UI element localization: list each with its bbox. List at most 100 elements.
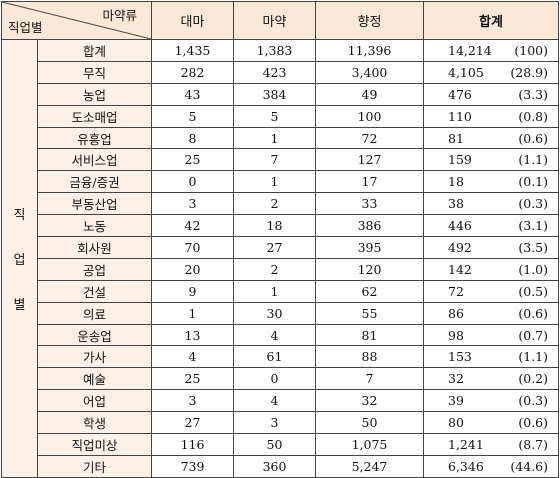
total-cell-content: 110 (0.8) — [424, 109, 558, 124]
total-percent: (1.1) — [518, 349, 548, 365]
total-cell-content: 86 (0.6) — [424, 306, 558, 321]
cell-total: 142 (1.0) — [423, 257, 559, 281]
table-row: 직 업 별 합계 1,435 1,383 11,396 14,214 (100) — [1, 39, 559, 478]
total-cell-content: 39 (0.3) — [424, 393, 558, 408]
cell-narcotics: 7 — [233, 148, 316, 172]
table-row: 학생 27 3 50 80 (0.6) — [2, 411, 559, 435]
table-row: 의료 1 30 55 86 (0.6) — [2, 301, 559, 325]
cell-total: 81 (0.6) — [423, 126, 559, 150]
row-label: 기타 — [37, 454, 152, 478]
cell-total: 446 (3.1) — [423, 214, 559, 238]
table-row: 직업미상 116 50 1,075 1,241 (8.7) — [2, 433, 559, 456]
cell-total: 98 (0.7) — [423, 323, 559, 347]
total-percent: (0.7) — [518, 327, 548, 343]
total-percent: (44.6) — [510, 458, 548, 474]
cell-total: 39 (0.3) — [423, 389, 559, 413]
cell-narcotics: 27 — [233, 236, 316, 259]
row-label: 합계 — [37, 39, 152, 62]
total-cell-content: 38 (0.3) — [424, 196, 558, 211]
cell-narcotics: 384 — [233, 82, 316, 106]
total-count: 4,105 — [448, 64, 484, 80]
row-label: 서비스업 — [37, 148, 152, 172]
total-percent: (0.3) — [518, 393, 548, 409]
total-percent: (1.0) — [518, 261, 548, 277]
cell-total: 1,241 (8.7) — [423, 433, 559, 456]
cell-narcotics: 2 — [233, 257, 316, 281]
cell-cannabis: 3 — [151, 389, 234, 413]
total-percent: (0.6) — [518, 130, 548, 146]
col-header-psychotropic: 향정 — [315, 1, 424, 40]
cell-narcotics: 2 — [233, 192, 316, 216]
total-cell-content: 98 (0.7) — [424, 328, 558, 343]
cell-psychotropic: 100 — [315, 104, 424, 128]
total-percent: (28.9) — [510, 64, 548, 80]
col-header-total: 합계 — [423, 1, 559, 40]
cell-cannabis: 27 — [151, 411, 234, 435]
cell-total: 476 (3.3) — [423, 82, 559, 106]
total-count: 18 — [448, 174, 464, 190]
cell-cannabis: 9 — [151, 279, 234, 303]
total-cell-content: 446 (3.1) — [424, 218, 558, 233]
row-label: 금융/증권 — [37, 170, 152, 194]
cell-total: 110 (0.8) — [423, 104, 559, 128]
total-percent: (0.1) — [518, 174, 548, 190]
row-label: 부동산업 — [37, 192, 152, 216]
total-percent: (0.3) — [518, 196, 548, 212]
row-label: 학생 — [37, 411, 152, 435]
total-cell-content: 18 (0.1) — [424, 174, 558, 189]
cell-cannabis: 13 — [151, 323, 234, 347]
total-cell-content: 80 (0.6) — [424, 415, 558, 430]
total-cell-content: 476 (3.3) — [424, 87, 558, 102]
side-label-char: 직 — [13, 207, 26, 223]
total-percent: (100) — [514, 42, 548, 58]
cell-total: 32 (0.2) — [423, 367, 559, 391]
cell-cannabis: 1 — [151, 301, 234, 325]
table-row: 무직 282 423 3,400 4,105 (28.9) — [2, 60, 559, 84]
total-percent: (3.1) — [518, 218, 548, 234]
cell-narcotics: 4 — [233, 323, 316, 347]
cell-psychotropic: 3,400 — [315, 60, 424, 84]
total-count: 32 — [448, 371, 464, 387]
cell-narcotics: 5 — [233, 104, 316, 128]
row-label: 직업미상 — [37, 433, 152, 456]
cell-psychotropic: 81 — [315, 323, 424, 347]
total-count: 6,346 — [448, 458, 484, 474]
total-percent: (3.3) — [518, 86, 548, 102]
cell-cannabis: 282 — [151, 60, 234, 84]
total-cell-content: 6,346 (44.6) — [424, 459, 558, 474]
total-cell-content: 492 (3.5) — [424, 240, 558, 255]
total-count: 72 — [448, 283, 464, 299]
row-label: 농업 — [37, 82, 152, 106]
cell-narcotics: 18 — [233, 214, 316, 238]
cell-narcotics: 1,383 — [233, 39, 316, 62]
cell-cannabis: 8 — [151, 126, 234, 150]
cell-cannabis: 1,435 — [151, 39, 234, 62]
row-label: 어업 — [37, 389, 152, 413]
table-row: 운송업 13 4 81 98 (0.7) — [2, 323, 559, 347]
cell-psychotropic: 1,075 — [315, 433, 424, 456]
table-row: 금융/증권 0 1 17 18 (0.1) — [2, 170, 559, 194]
corner-bottom-label: 직업별 — [8, 20, 43, 35]
total-count: 153 — [448, 349, 472, 365]
cell-narcotics: 3 — [233, 411, 316, 435]
cell-total: 159 (1.1) — [423, 148, 559, 172]
total-count: 98 — [448, 327, 464, 343]
row-label: 도소매업 — [37, 104, 152, 128]
total-count: 39 — [448, 393, 464, 409]
cell-total: 38 (0.3) — [423, 192, 559, 216]
cell-cannabis: 42 — [151, 214, 234, 238]
cell-cannabis: 116 — [151, 433, 234, 456]
cell-psychotropic: 55 — [315, 301, 424, 325]
total-count: 1,241 — [448, 436, 484, 452]
cell-psychotropic: 33 — [315, 192, 424, 216]
cell-total: 18 (0.1) — [423, 170, 559, 194]
cell-cannabis: 5 — [151, 104, 234, 128]
table-row: 예술 25 0 7 32 (0.2) — [2, 367, 559, 391]
table-row: 노동 42 18 386 446 (3.1) — [2, 214, 559, 238]
cell-total: 72 (0.5) — [423, 279, 559, 303]
cell-cannabis: 25 — [151, 367, 234, 391]
cell-narcotics: 360 — [233, 454, 316, 478]
row-label: 예술 — [37, 367, 152, 391]
cell-narcotics: 423 — [233, 60, 316, 84]
